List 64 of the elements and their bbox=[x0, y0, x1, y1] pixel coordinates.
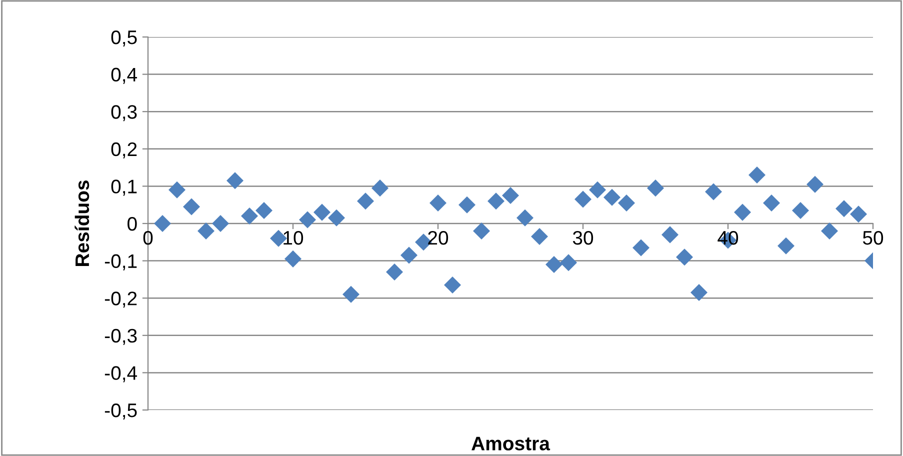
y-tick-label: 0,1 bbox=[111, 180, 137, 196]
point bbox=[806, 176, 824, 193]
point bbox=[560, 254, 578, 272]
point bbox=[704, 183, 722, 200]
point bbox=[734, 204, 752, 221]
point bbox=[632, 239, 650, 256]
point bbox=[356, 192, 374, 210]
point bbox=[371, 180, 389, 197]
point bbox=[646, 180, 664, 197]
point bbox=[574, 190, 592, 208]
point bbox=[792, 202, 810, 219]
x-tick-label: 50 bbox=[862, 230, 884, 245]
x-tick-label: 0 bbox=[143, 230, 153, 245]
point bbox=[603, 188, 621, 206]
point bbox=[516, 209, 534, 226]
point bbox=[690, 284, 708, 302]
point bbox=[212, 214, 230, 232]
point bbox=[748, 166, 766, 184]
point bbox=[240, 208, 258, 225]
y-tick-label: 0,3 bbox=[111, 105, 137, 122]
point bbox=[168, 181, 186, 198]
point bbox=[444, 276, 462, 294]
x-tick-label: 10 bbox=[284, 230, 304, 245]
point bbox=[762, 194, 780, 212]
point bbox=[429, 194, 447, 212]
point bbox=[328, 209, 346, 226]
point bbox=[313, 204, 331, 221]
point bbox=[850, 206, 868, 223]
point bbox=[820, 222, 838, 240]
y-tick-label: -0,4 bbox=[104, 366, 138, 382]
point bbox=[676, 248, 694, 266]
y-tick-label: -0,3 bbox=[104, 328, 137, 345]
point bbox=[154, 214, 172, 232]
point bbox=[530, 228, 548, 246]
point bbox=[588, 181, 606, 198]
point bbox=[472, 222, 490, 240]
y-tick-label: -0,1 bbox=[104, 254, 137, 270]
point bbox=[458, 196, 476, 214]
y-tick-label: 0,4 bbox=[111, 68, 138, 84]
point bbox=[545, 256, 563, 274]
x-tick-label: 20 bbox=[428, 230, 448, 245]
y-axis-title: Resíduos bbox=[74, 180, 90, 266]
x-tick-label: 30 bbox=[572, 230, 594, 245]
point bbox=[298, 211, 316, 228]
point bbox=[487, 192, 505, 210]
point bbox=[835, 200, 853, 218]
y-tick-label: 0,2 bbox=[111, 142, 137, 158]
point bbox=[661, 226, 679, 244]
point bbox=[342, 286, 360, 303]
point bbox=[182, 198, 200, 216]
point bbox=[197, 222, 215, 240]
point bbox=[226, 172, 244, 190]
x-axis-title: Amostra bbox=[472, 436, 550, 450]
y-tick-label: 0 bbox=[128, 216, 137, 231]
y-tick-label: 0,5 bbox=[111, 30, 137, 47]
y-tick-label: -0,5 bbox=[104, 403, 137, 420]
point bbox=[284, 250, 302, 268]
point bbox=[777, 237, 795, 254]
point bbox=[400, 246, 418, 264]
y-tick-label: -0,2 bbox=[104, 292, 137, 308]
point bbox=[255, 202, 273, 219]
point bbox=[386, 263, 404, 280]
point bbox=[618, 194, 636, 212]
point bbox=[502, 187, 520, 204]
